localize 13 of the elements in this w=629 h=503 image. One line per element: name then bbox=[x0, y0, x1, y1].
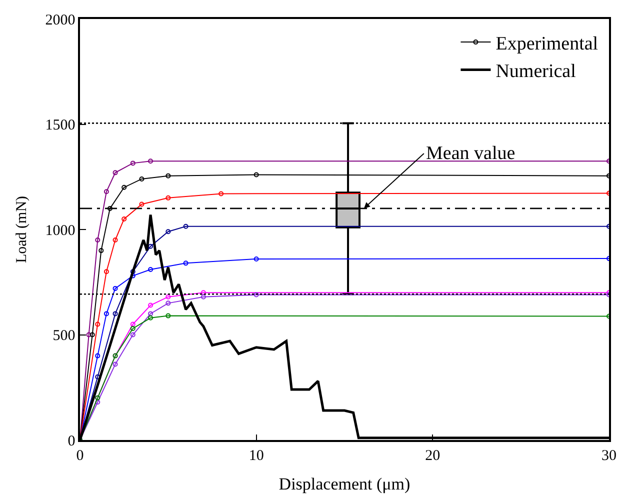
x-tick-label: 10 bbox=[248, 448, 264, 464]
y-tick-label: 500 bbox=[52, 328, 76, 344]
legend-label: Experimental bbox=[496, 33, 598, 54]
y-tick-label: 0 bbox=[68, 433, 76, 450]
y-axis-title: Load (mN) bbox=[14, 196, 30, 264]
y-tick-label: 1000 bbox=[45, 222, 76, 239]
annotation: Mean value bbox=[426, 143, 516, 164]
x-axis-title: Displacement (μm) bbox=[278, 474, 410, 494]
y-tick-label: 2000 bbox=[45, 12, 76, 28]
y-tick-label: 1500 bbox=[45, 118, 76, 134]
x-tick-label: 20 bbox=[425, 448, 440, 464]
legend-label: Numerical bbox=[496, 61, 576, 82]
x-tick-label: 30 bbox=[602, 448, 616, 464]
